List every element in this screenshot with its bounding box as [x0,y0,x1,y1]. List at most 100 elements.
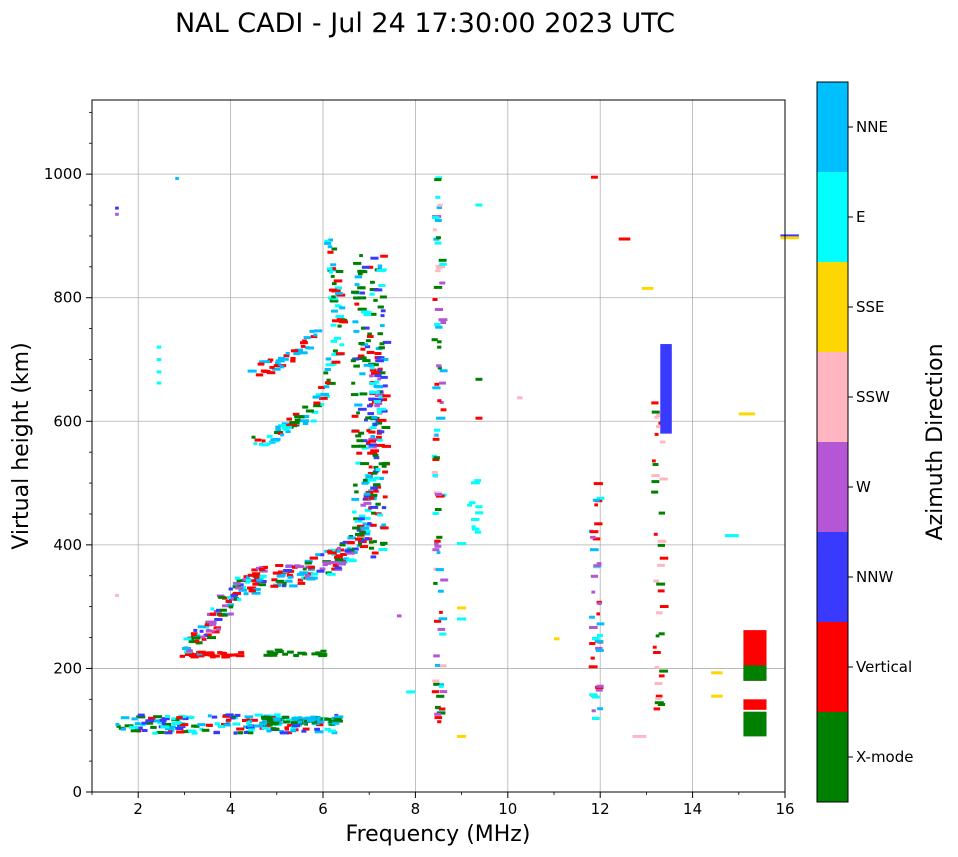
echo-mark [433,654,440,658]
echo-mark [656,413,663,417]
echo-mark [290,729,297,733]
echo-mark [375,468,381,471]
echo-mark [368,437,378,441]
echo-mark [357,354,365,358]
echo-mark [378,395,384,399]
echo-mark [359,372,366,376]
echo-mark [282,582,287,585]
echo-mark [375,402,383,406]
echo-mark [145,719,155,723]
echo-mark [367,404,373,408]
echo-mark [382,340,392,344]
echo-mark [236,654,245,658]
echo-mark [280,433,285,437]
echo-mark [618,237,631,241]
echo-mark [433,456,440,460]
echo-mark [355,532,363,536]
echo-mark [199,629,204,633]
echo-mark [358,517,365,521]
echo-mark [432,679,440,683]
echo-mark [434,308,443,311]
echo-mark [315,393,325,397]
echo-mark [373,465,379,469]
echo-mark [199,727,204,731]
echo-mark [380,324,385,328]
echo-mark [652,463,659,466]
echo-mark [252,572,261,576]
echo-mark [131,717,138,721]
echo-mark [246,721,251,725]
echo-mark [373,298,378,302]
echo-mark [261,439,266,443]
x-tick-label: 14 [683,800,702,818]
echo-mark [369,292,375,296]
echo-mark [357,307,367,311]
echo-mark [284,426,292,430]
echo-mark [335,270,344,273]
echo-mark [431,338,438,342]
echo-block [743,711,767,737]
echo-mark [597,602,602,606]
echo-mark [307,719,315,722]
echo-mark [300,721,305,725]
echo-mark [368,439,377,443]
echo-mark [283,720,291,724]
echo-mark [171,717,176,721]
echo-mark [438,589,444,593]
echo-mark [653,532,658,536]
echo-mark [711,671,723,675]
echo-mark [334,286,342,290]
y-tick-label: 600 [53,412,82,430]
echo-mark [363,363,373,367]
echo-mark [380,541,388,545]
echo-mark [657,589,665,593]
echo-mark [351,414,359,418]
echo-mark [471,527,480,531]
echo-mark [364,497,370,501]
echo-mark [327,551,337,555]
echo-mark [371,551,379,555]
echo-mark [780,234,799,238]
echo-mark [467,503,473,507]
echo-mark [298,415,305,419]
echo-mark [286,417,292,421]
echo-mark [370,280,375,284]
echo-mark [311,652,318,656]
echo-mark [653,651,661,654]
echo-mark [366,475,373,478]
echo-mark [302,415,310,418]
echo-mark [435,568,444,572]
echo-mark [724,534,739,538]
echo-mark [372,390,380,394]
echo-mark [654,415,659,419]
echo-mark [183,637,192,641]
echo-mark [367,472,374,475]
echo-mark [377,264,383,268]
echo-mark [374,380,380,384]
echo-mark [267,718,274,722]
echo-mark [432,437,440,441]
echo-mark [294,348,303,352]
echo-mark [435,663,440,667]
echo-mark [310,335,318,339]
echo-mark [243,575,248,579]
echo-mark [377,371,386,375]
echo-mark [358,342,365,345]
echo-mark [367,412,374,416]
echo-mark [351,547,359,551]
echo-mark [306,577,316,581]
echo-mark [654,666,660,669]
echo-mark [299,419,309,423]
echo-mark [382,470,388,474]
echo-mark [290,721,298,725]
echo-mark [181,647,191,650]
echo-mark [316,723,324,727]
echo-mark [438,258,447,262]
echo-mark [711,694,723,698]
echo-mark [204,623,212,627]
echo-mark [590,656,595,660]
x-tick-label: 4 [226,800,236,818]
echo-mark [352,357,360,361]
echo-mark [255,373,264,377]
